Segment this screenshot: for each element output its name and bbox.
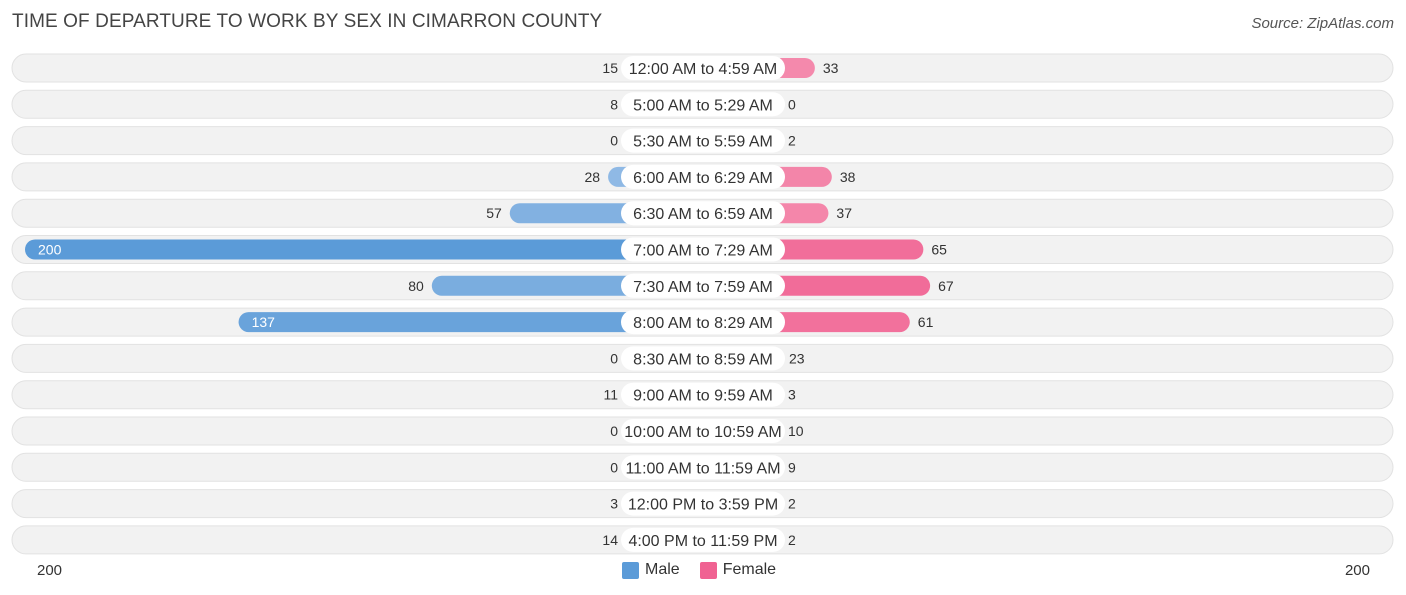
- value-label-female: 3: [788, 387, 796, 403]
- value-label-female: 38: [840, 169, 856, 185]
- category-label: 5:00 AM to 5:29 AM: [633, 97, 773, 114]
- axis-left-label: 200: [37, 562, 63, 579]
- category-label: 4:00 PM to 11:59 PM: [628, 533, 777, 550]
- category-label: 5:30 AM to 5:59 AM: [633, 134, 773, 151]
- category-label-bg: [621, 346, 785, 371]
- category-label: 8:00 AM to 8:29 AM: [633, 315, 773, 332]
- value-label-male: 0: [610, 350, 618, 366]
- value-label-female: 0: [788, 96, 796, 112]
- bar-male: [25, 239, 703, 260]
- category-label-bg: [621, 237, 785, 262]
- category-label: 6:30 AM to 6:59 AM: [633, 206, 773, 223]
- category-label: 10:00 AM to 10:59 AM: [624, 424, 781, 441]
- category-label-bg: [621, 527, 785, 552]
- legend-item-male[interactable]: Male: [622, 561, 680, 579]
- category-label-bg: [621, 273, 785, 298]
- category-label: 12:00 AM to 4:59 AM: [629, 61, 778, 78]
- category-label-bg: [621, 382, 785, 407]
- legend-item-female[interactable]: Female: [699, 561, 777, 579]
- category-label: 6:00 AM to 6:29 AM: [633, 170, 773, 187]
- category-label-bg: [621, 128, 785, 153]
- value-label-female: 23: [789, 350, 805, 366]
- category-label: 9:00 AM to 9:59 AM: [633, 388, 773, 405]
- category-label-bg: [621, 201, 785, 226]
- category-label-bg: [621, 56, 785, 80]
- category-label: 7:00 AM to 7:29 AM: [633, 243, 773, 260]
- category-label-bg: [621, 92, 785, 117]
- value-label-male: 0: [610, 133, 618, 149]
- value-label-female: 67: [938, 278, 954, 294]
- value-label-male: 14: [602, 532, 618, 548]
- value-label-female: 2: [788, 532, 796, 548]
- value-label-female: 37: [836, 205, 852, 221]
- bar-male: [238, 312, 703, 333]
- legend: Male Female: [622, 561, 776, 579]
- value-label-male: 11: [603, 387, 618, 403]
- legend-swatch-male: [622, 561, 639, 579]
- value-label-male: 3: [610, 496, 618, 512]
- value-label-male: 15: [602, 60, 618, 76]
- category-label: 11:00 AM to 11:59 AM: [625, 460, 780, 477]
- legend-label-male: Male: [645, 561, 680, 578]
- value-label-female: 61: [918, 314, 934, 330]
- category-label: 8:30 AM to 8:59 AM: [633, 351, 773, 368]
- value-label-male: 8: [610, 96, 618, 112]
- value-label-female: 10: [788, 423, 804, 439]
- value-label-female: 2: [788, 496, 796, 512]
- value-label-female: 9: [788, 459, 796, 475]
- category-label: 7:30 AM to 7:59 AM: [633, 279, 773, 296]
- value-label-female: 65: [931, 242, 947, 258]
- value-label-male: 57: [486, 205, 502, 221]
- value-label-male: 28: [585, 169, 601, 185]
- value-label-male: 80: [408, 278, 424, 294]
- chart-source: Source: ZipAtlas.com: [1251, 15, 1394, 32]
- value-label-male: 137: [252, 314, 276, 330]
- category-label-bg: [621, 419, 785, 443]
- category-label: 12:00 PM to 3:59 PM: [628, 497, 778, 514]
- axis-right-label: 200: [1344, 562, 1370, 579]
- value-label-male: 0: [610, 459, 618, 475]
- legend-label-female: Female: [722, 561, 777, 578]
- value-label-male: 200: [38, 242, 62, 258]
- value-label-female: 2: [788, 133, 796, 149]
- legend-swatch-female: [699, 561, 717, 579]
- category-label-bg: [621, 310, 785, 335]
- value-label-male: 0: [610, 423, 618, 439]
- category-label-bg: [621, 164, 785, 189]
- chart-title: TIME OF DEPARTURE TO WORK BY SEX IN CIMA…: [12, 11, 603, 32]
- value-label-female: 33: [823, 60, 839, 76]
- category-label-bg: [621, 455, 785, 480]
- category-label-bg: [621, 491, 785, 516]
